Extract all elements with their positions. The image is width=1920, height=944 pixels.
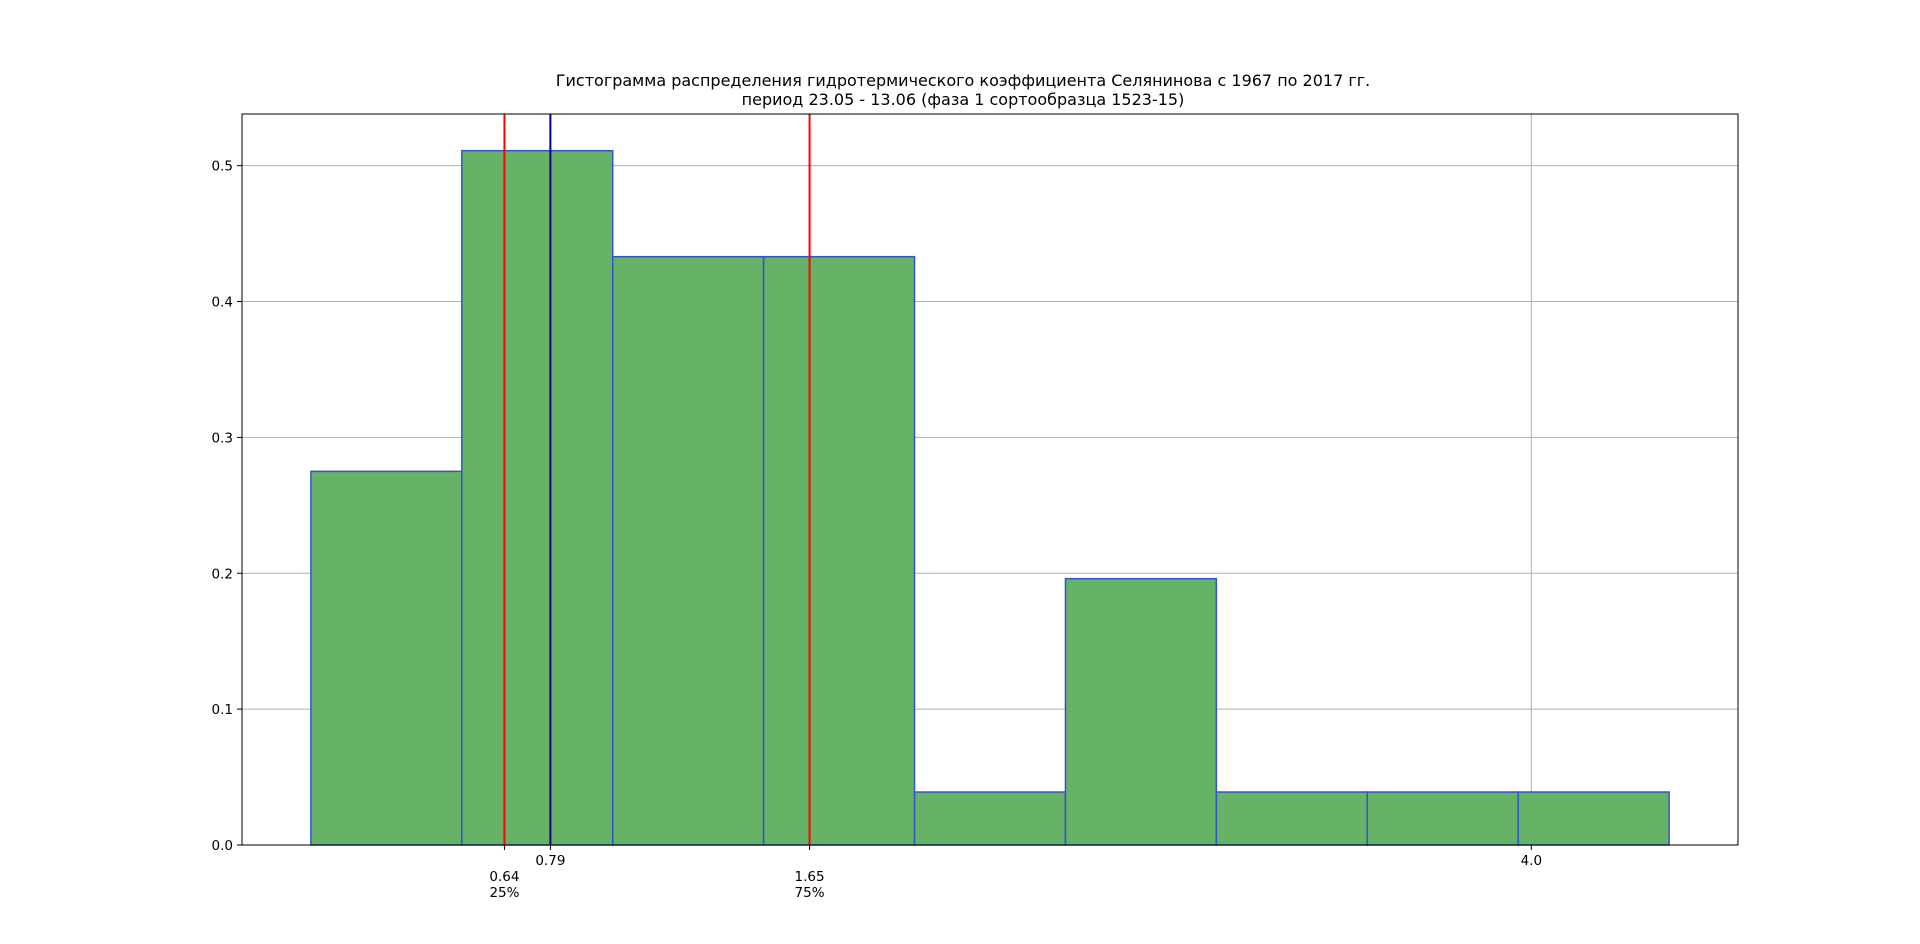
reference-lines-layer	[503, 114, 811, 845]
y-tick-label: 0.0	[212, 838, 233, 854]
histogram-bar	[310, 470, 463, 846]
y-tick-label: 0.3	[212, 430, 233, 446]
x-tick-label: 0.79	[535, 853, 565, 869]
histogram-bar	[913, 791, 1067, 846]
histogram-bar	[1215, 791, 1369, 846]
x-tick-sublabel: 25%	[489, 885, 519, 901]
x-tick-label: 4.0	[1521, 853, 1542, 869]
x-tick-sublabel: 75%	[795, 885, 825, 901]
y-tick-label: 0.5	[212, 159, 233, 175]
plot-frame	[241, 113, 1739, 846]
histogram-bar	[1517, 791, 1670, 846]
histogram-bar	[1064, 577, 1218, 846]
histogram-bar	[1366, 791, 1519, 846]
chart-subtitle: период 23.05 - 13.06 (фаза 1 сортообразц…	[742, 90, 1185, 109]
histogram-bar	[611, 255, 765, 846]
bars-layer	[310, 149, 1670, 846]
x-tick-label: 1.65	[795, 869, 825, 885]
y-tick-label: 0.4	[212, 295, 233, 311]
y-tick-label: 0.1	[212, 702, 233, 718]
histogram-bar	[461, 149, 614, 846]
y-axis: 0.0 0.1 0.2 0.3 0.4 0.5	[212, 159, 242, 854]
histogram-bar	[762, 255, 916, 846]
y-tick-label: 0.2	[212, 566, 233, 582]
x-tick-label: 0.64	[489, 869, 519, 885]
chart-title: Гистограмма распределения гидротермическ…	[556, 71, 1370, 90]
